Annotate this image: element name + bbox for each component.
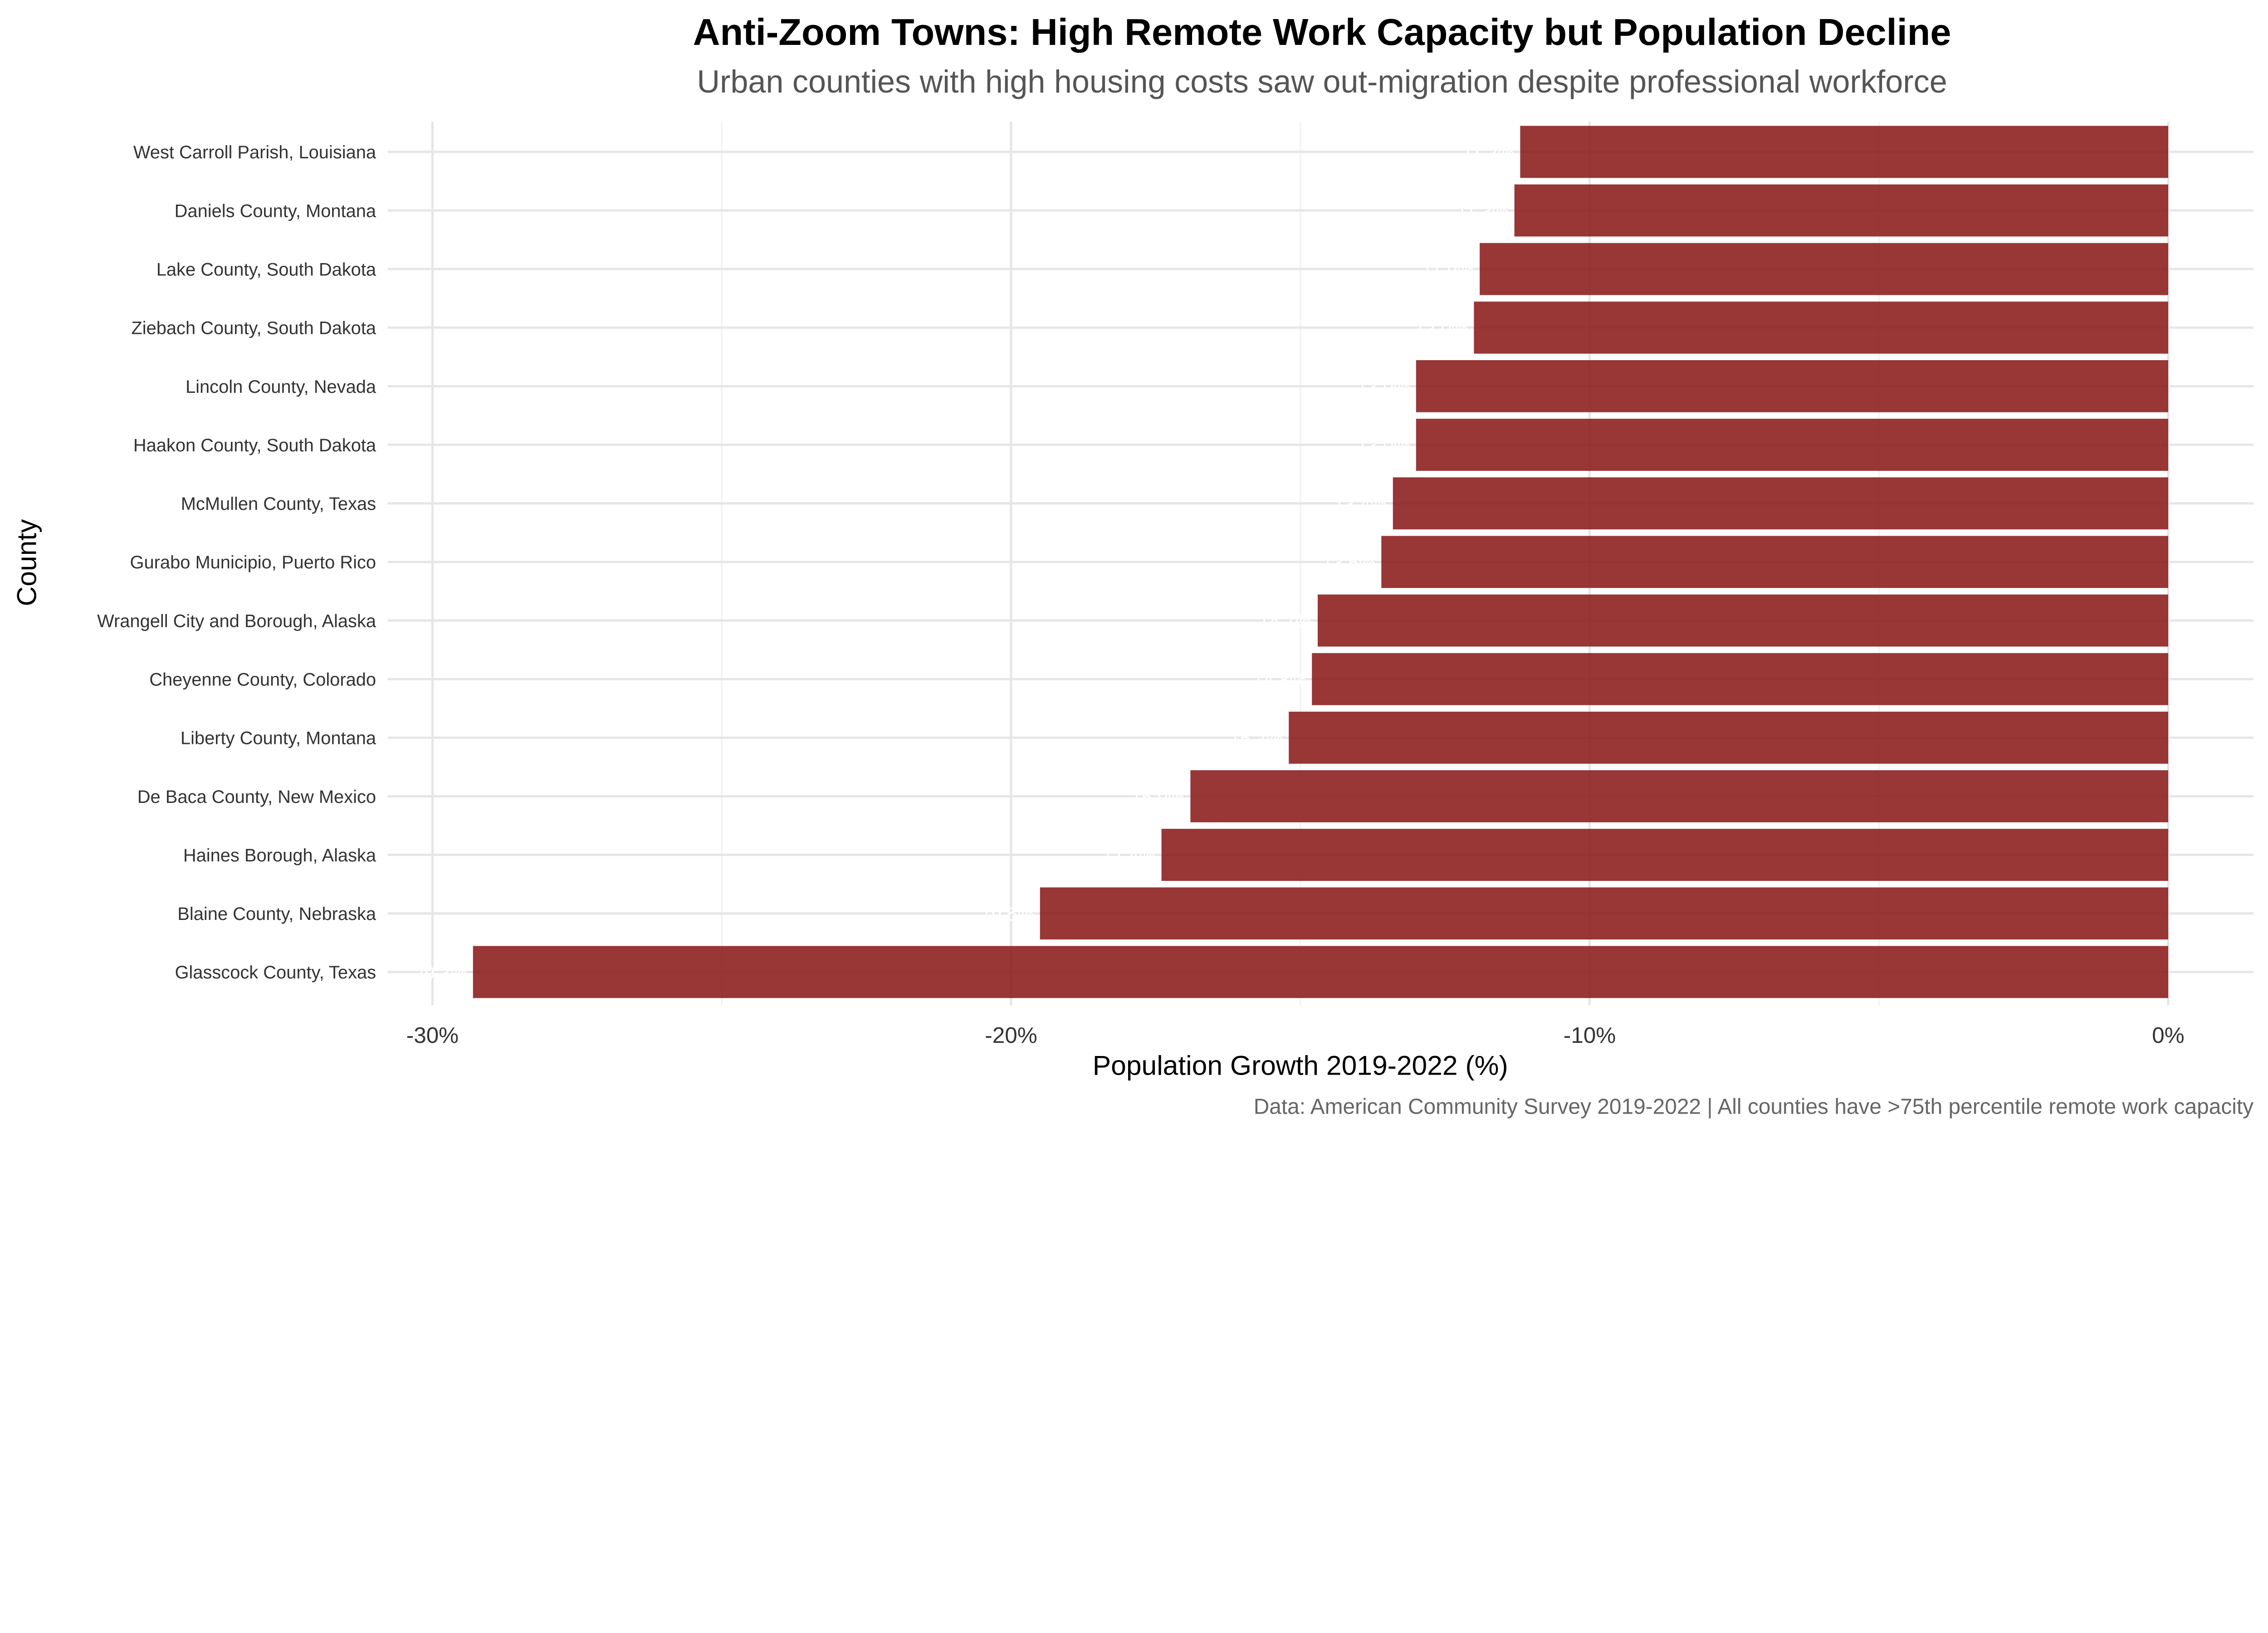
bar-value-label: -14.7% (1252, 611, 1312, 632)
chart-caption: Data: American Community Survey 2019-202… (1254, 1095, 2253, 1119)
bar (1040, 887, 2168, 940)
bar-chart: -11.2% -11.3% -11.9% -12.0% -13.0% -13.0% -13.… (11, 10, 2254, 1119)
y-tick-label: Lincoln County, Nevada (186, 377, 376, 397)
bar (473, 946, 2168, 998)
bar (1416, 419, 2168, 471)
y-tick-label: Cheyenne County, Colorado (149, 670, 376, 689)
y-tick-label: West Carroll Parish, Louisiana (133, 142, 376, 162)
bar (1312, 653, 2168, 705)
y-tick-labels: West Carroll Parish, Louisiana Daniels Co… (97, 142, 376, 983)
bar-value-label: -11.9% (1416, 259, 1474, 280)
bar (1514, 184, 2168, 237)
bar (1416, 360, 2168, 412)
x-tick-label: 0% (2152, 1023, 2184, 1048)
y-tick-label: De Baca County, New Mexico (137, 787, 376, 807)
bar-value-label: -13.6% (1316, 552, 1375, 573)
bar (1317, 594, 2168, 647)
y-axis-title: County (11, 519, 42, 606)
y-tick-label: Glasscock County, Texas (175, 963, 376, 983)
x-axis-title: Population Growth 2019-2022 (%) (1093, 1050, 1508, 1081)
y-tick-label: Daniels County, Montana (175, 201, 376, 221)
x-tick-label: -20% (985, 1023, 1037, 1048)
bar-value-label: -14.8% (1246, 669, 1306, 690)
bar-value-label: -16.9% (1125, 786, 1184, 807)
y-tick-label: Wrangell City and Borough, Alaska (97, 611, 376, 631)
y-tick-label: Blaine County, Nebraska (177, 904, 376, 924)
bar-value-label: -11.2% (1456, 142, 1514, 163)
y-tick-label: Haakon County, South Dakota (133, 435, 376, 455)
bar (1381, 536, 2168, 588)
bar-value-label: -15.2% (1223, 728, 1283, 749)
bar-value-label: -12.0% (1408, 318, 1468, 339)
bars: -11.2% -11.3% -11.9% -12.0% -13.0% -13.0% -13.… (408, 126, 2168, 998)
x-tick-label: -10% (1564, 1023, 1616, 1048)
y-tick-label: Lake County, South Dakota (156, 259, 376, 279)
bar (1480, 243, 2168, 295)
bar-value-label: -17.4% (1096, 845, 1156, 866)
y-tick-label: McMullen County, Texas (181, 494, 376, 514)
chart-subtitle: Urban counties with high housing costs s… (697, 64, 1947, 99)
bar-value-label: -29.3% (408, 962, 467, 983)
bar (1190, 770, 2168, 822)
y-tick-label: Liberty County, Montana (181, 728, 376, 748)
bar (1474, 301, 2168, 354)
bar (1161, 829, 2168, 881)
bar-value-label: -13.0% (1351, 435, 1410, 456)
bar (1289, 711, 2168, 764)
x-tick-labels: -30% -20% -10% 0% (406, 1023, 2185, 1048)
bar-value-label: -11.3% (1451, 200, 1509, 222)
bar (1393, 477, 2168, 530)
y-tick-label: Gurabo Municipio, Puerto Rico (130, 552, 376, 572)
y-tick-label: Ziebach County, South Dakota (131, 318, 376, 338)
bar-value-label: -13.0% (1351, 376, 1410, 397)
bar (1520, 126, 2168, 178)
y-tick-label: Haines Borough, Alaska (183, 846, 376, 865)
x-tick-label: -30% (406, 1023, 459, 1048)
bar-value-label: -19.5% (975, 904, 1034, 925)
chart-title: Anti-Zoom Towns: High Remote Work Capaci… (693, 11, 1951, 53)
bar-value-label: -13.4% (1328, 494, 1387, 515)
